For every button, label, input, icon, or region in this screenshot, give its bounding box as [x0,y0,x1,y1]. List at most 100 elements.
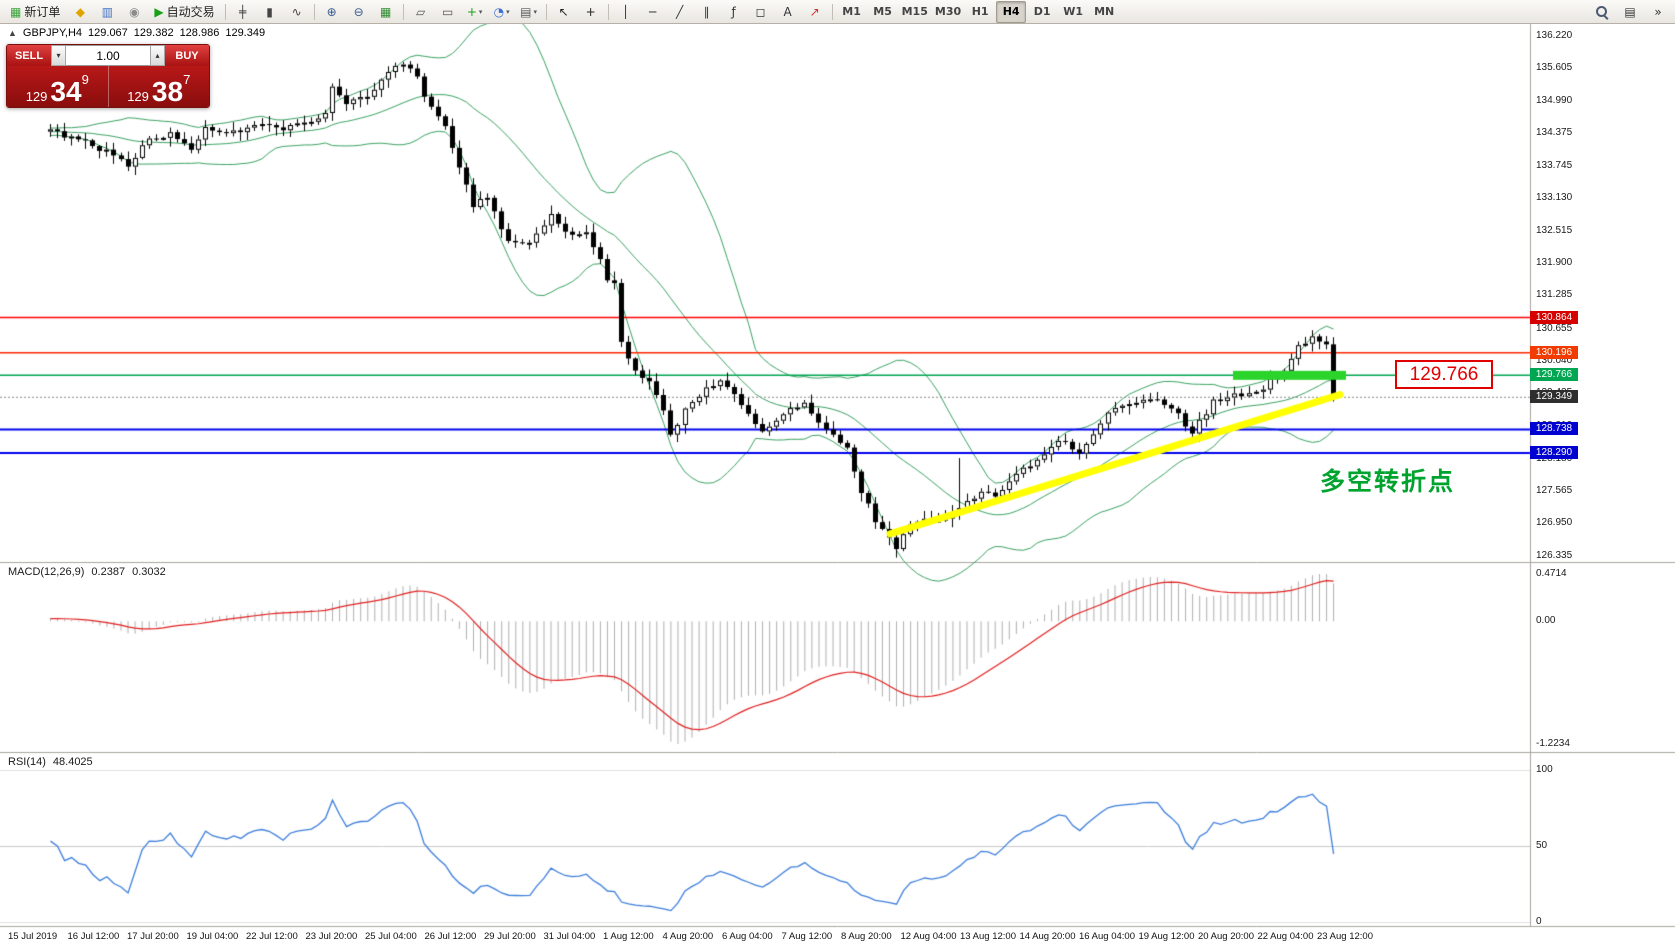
time-axis-label: 23 Jul 20:00 [305,931,358,942]
new-chart-icon-dropdown[interactable]: ▾ [478,7,483,16]
time-axis-label: 25 Jul 04:00 [365,931,417,942]
toolbar-separator [607,3,609,20]
templates-icon[interactable]: ▤ ▾ [520,4,538,19]
time-axis-label: 16 Jul 12:00 [67,931,120,942]
price-callout-box: 129.766 [1395,360,1493,389]
one-click-panel-toggle[interactable]: ▲ [8,28,17,38]
tile-horizontally-icon[interactable]: ▭ [441,4,454,19]
data-window-icon[interactable]: ▤ [1624,4,1636,19]
quote-low: 128.986 [179,27,220,39]
fibonacci-icon[interactable]: ƒ [731,4,736,19]
timeframe-h1-button[interactable]: H1 [971,5,989,18]
trendline-icon[interactable]: ╱ [675,4,684,19]
toolbar-separator [313,3,315,20]
main-toolbar: ▦ 新订单 ◆ ▥ ◉ ▶ 自动交易 ╪ ▮ ∿ ⊕ ⊖ ▦ ▱ ▭ + ▾ ◔ ▾ ▤ ▾ ↖ + │ ─ ╱ ∥ ƒ ◻ A ↗ M1 M5… [0,0,1675,24]
timeframe-w1-button[interactable]: W1 [1063,5,1084,18]
rsi-value: 48.4025 [52,756,93,768]
candlestick-chart-icon[interactable]: ▮ [266,4,273,19]
timeframe-m1-button[interactable]: M1 [842,5,861,18]
toolbar-separator [831,3,833,20]
time-axis-label: 19 Aug 12:00 [1138,931,1195,942]
time-axis-label: 8 Aug 20:00 [841,931,892,942]
time-axis-label: 13 Aug 12:00 [960,931,1016,942]
quote-high: 129.382 [133,27,174,39]
timeframe-d1-button[interactable]: D1 [1033,5,1051,18]
buy-price[interactable]: 129 38 7 [107,66,210,108]
time-axis-label: 23 Aug 12:00 [1317,931,1373,942]
trade-panel-prices: 129 34 9 129 38 7 [7,66,209,107]
sell-price[interactable]: 129 34 9 [7,66,108,107]
toolbar-separator [224,3,226,20]
profiles-icon-dropdown[interactable]: ▾ [506,7,510,16]
metaeditor-icon[interactable]: ◆ [75,4,85,19]
one-click-trading-panel: SELL ▾ ▴ BUY 129 34 9 129 38 7 [6,44,210,108]
cascade-windows-icon[interactable]: ▱ [415,4,426,19]
zoom-out-icon[interactable]: ⊖ [353,4,364,19]
time-axis: 15 Jul 2019 16 Jul 12:00 17 Jul 20:00 19 Ju… [0,928,1530,950]
time-axis-label: 29 Jul 20:00 [484,931,536,942]
timeframe-m15-button[interactable]: M15 [901,5,928,18]
market-watch-icon[interactable]: ▥ [101,4,114,19]
line-chart-icon[interactable]: ∿ [291,4,302,19]
text-icon[interactable]: A [783,4,792,19]
sell-price-base: 129 [25,88,48,104]
sell-button[interactable]: SELL [7,45,51,66]
volume-increase-button[interactable]: ▴ [150,45,165,66]
time-axis-label: 22 Aug 04:00 [1257,931,1314,942]
zoom-in-icon[interactable]: ⊕ [326,4,337,19]
strategy-tester-icon[interactable]: ◉ [129,4,140,19]
quote-open: 129.067 [88,27,128,39]
rsi-name: RSI(14) [8,756,46,768]
search-icon[interactable] [1589,1,1615,23]
time-axis-label: 15 Jul 2019 [8,931,58,942]
time-axis-label: 14 Aug 20:00 [1019,931,1076,942]
time-axis-label: 31 Jul 04:00 [543,931,596,942]
time-axis-label: 12 Aug 04:00 [900,931,957,942]
sell-price-big: 34 [50,76,82,108]
equidistant-channel-icon[interactable]: ∥ [703,4,710,19]
trade-panel-controls: SELL ▾ ▴ BUY [7,45,209,66]
timeframe-m5-button[interactable]: M5 [873,5,892,18]
crosshair-icon[interactable]: + [585,4,596,19]
timeframe-mn-button[interactable]: MN [1094,5,1115,18]
time-axis-label: 20 Aug 20:00 [1198,931,1254,942]
buy-button[interactable]: BUY [165,45,209,66]
time-axis-label: 1 Aug 12:00 [603,931,654,942]
macd-name: MACD(12,26,9) [8,566,85,578]
buy-price-big: 38 [151,76,184,108]
macd-signal-value: 0.3032 [132,566,166,578]
arrows-icon[interactable]: ↗ [809,4,820,19]
shapes-icon[interactable]: ◻ [755,4,766,19]
toolbar-separator [402,3,404,20]
macd-main-value: 0.2387 [91,566,126,578]
volume-decrease-button[interactable]: ▾ [51,45,66,66]
symbol-timeframe: GBPJPY,H4 [22,27,83,39]
bar-chart-icon[interactable]: ╪ [238,4,247,19]
time-axis-label: 26 Jul 12:00 [424,931,477,942]
time-axis-label: 19 Jul 04:00 [186,931,239,942]
vertical-line-icon[interactable]: │ [621,4,630,19]
new-chart-icon[interactable]: + ▾ [466,4,483,19]
sell-price-sup: 9 [81,72,89,87]
cursor-icon[interactable]: ↖ [558,4,569,19]
toolbar-separator [545,3,547,20]
autotrading-button[interactable]: ▶ 自动交易 [154,4,215,19]
buy-price-sup: 7 [183,72,191,87]
profiles-icon[interactable]: ◔ ▾ [493,4,510,19]
timeframe-h4-button[interactable]: H4 [996,0,1027,23]
macd-indicator-label: MACD(12,26,9) 0.2387 0.3032 [8,566,166,578]
time-axis-label: 16 Aug 04:00 [1079,931,1135,942]
tile-windows-icon[interactable]: ▦ [379,4,392,19]
volume-input[interactable] [66,45,150,66]
time-axis-label: 7 Aug 12:00 [781,931,833,942]
new-order-button[interactable]: ▦ 新订单 [10,4,61,19]
templates-icon-dropdown[interactable]: ▾ [533,7,538,16]
rsi-indicator-label: RSI(14) 48.4025 [8,756,93,768]
quote-close: 129.349 [225,27,266,39]
buy-price-base: 129 [127,88,149,104]
horizontal-line-icon[interactable]: ─ [648,4,657,19]
toolbar-overflow-chevron[interactable]: » [1654,4,1662,19]
timeframe-m30-button[interactable]: M30 [934,5,962,18]
